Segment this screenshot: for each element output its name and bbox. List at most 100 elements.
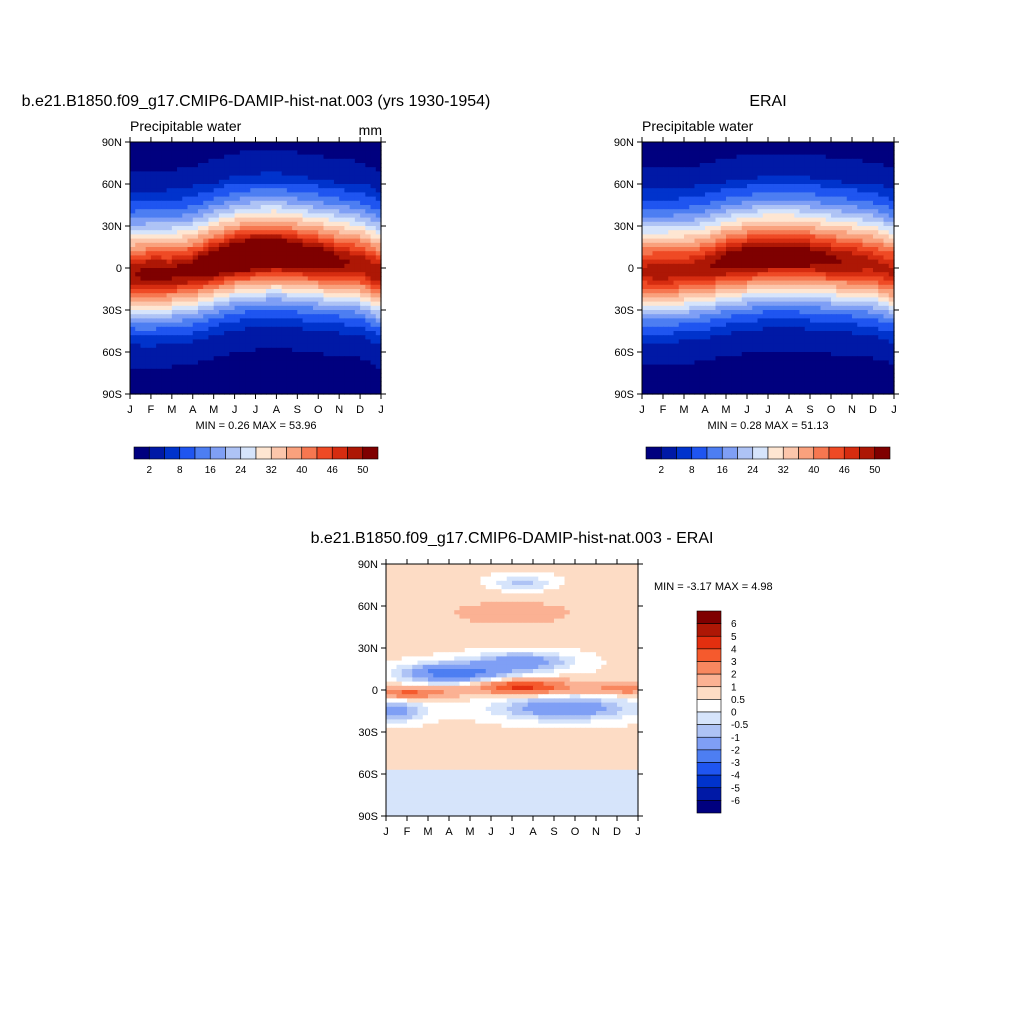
panel-model-cell [281, 360, 288, 366]
panel-erai-cell [799, 163, 806, 168]
panel-erai-cell [804, 200, 811, 206]
panel-model-cell [140, 230, 147, 235]
panel-erai-cell [663, 259, 669, 265]
panel-model-cell [135, 297, 142, 303]
panel-model-cell [140, 184, 147, 189]
panel-model-cell [192, 251, 199, 256]
panel-model-cell [130, 356, 136, 361]
panel-erai-cell [747, 268, 753, 273]
panel-erai-cell [762, 263, 769, 269]
panel-erai-cell [873, 247, 879, 252]
panel-model-cell [375, 209, 382, 214]
panel-model-cell [208, 305, 215, 311]
panel-model-cell [150, 213, 157, 219]
panel-erai-cell [762, 154, 769, 160]
panel-erai-cell [820, 171, 827, 177]
panel-model-cell [245, 364, 251, 370]
panel-erai-cell [883, 276, 890, 282]
panel-erai-cell [678, 284, 685, 290]
panel-model-cell [286, 385, 293, 391]
panel-model-cell [281, 205, 288, 210]
panel-model-cell [177, 192, 183, 198]
panel-erai-cell [852, 301, 858, 307]
panel-erai-cell [647, 247, 654, 252]
panel-model-cell [234, 242, 241, 248]
panel-model-cell [245, 247, 251, 252]
panel-model-cell [286, 217, 293, 223]
panel-erai-cell [836, 314, 843, 319]
panel-erai-cell [699, 230, 706, 235]
panel-erai-cell [789, 192, 795, 198]
panel-model-cell [145, 377, 152, 382]
panel-erai-cell [831, 284, 837, 290]
panel-model-cell [365, 242, 372, 248]
panel-model-cell [370, 377, 377, 382]
panel-erai-cell [652, 217, 659, 223]
panel-model-cell [166, 297, 173, 303]
panel-erai-cell [867, 301, 874, 307]
panel-model-cell [297, 377, 304, 382]
panel-erai-cell [715, 217, 722, 223]
panel-erai-cell [747, 289, 753, 294]
panel-model-cell [234, 360, 241, 366]
panel-model-cell [292, 221, 298, 227]
panel-model-cell [260, 305, 267, 311]
panel-model-cell [130, 192, 136, 198]
panel-model-cell [187, 360, 194, 366]
panel-model-colorbar-swatch [148, 446, 165, 460]
panel-erai-cell [852, 213, 858, 219]
panel-model-cell [171, 297, 178, 303]
panel-erai-cell [778, 163, 785, 168]
panel-erai-cell [752, 297, 759, 303]
panel-model-cell [171, 158, 178, 164]
panel-erai-cell [815, 314, 822, 319]
panel-erai-cell [736, 167, 743, 172]
panel-erai-cell [768, 293, 774, 298]
panel-model-cell [344, 142, 351, 147]
panel-erai-cell [731, 305, 738, 311]
panel-model-cell [213, 389, 220, 395]
panel-model-cell [297, 343, 304, 349]
panel-model-cell [349, 263, 356, 269]
panel-model-cell [328, 347, 335, 353]
panel-model-cell [265, 276, 272, 282]
panel-erai-cell [720, 171, 727, 177]
panel-model-cell [234, 230, 241, 235]
panel-erai-cell [647, 276, 654, 282]
panel-model-cell [156, 385, 162, 391]
panel-erai-cell [846, 242, 853, 248]
panel-model-cell [276, 242, 283, 248]
panel-model-cell [250, 192, 257, 198]
panel-erai-cell [794, 192, 801, 198]
panel-model-cell [145, 305, 152, 311]
panel-model-cell [245, 192, 251, 198]
panel-erai-cell [783, 242, 790, 248]
panel-model-cell [250, 234, 257, 240]
panel-model-cell [344, 234, 351, 240]
panel-model-cell [187, 192, 194, 198]
panel-model-cell [370, 289, 377, 294]
panel-erai-cell [699, 226, 706, 231]
panel-erai-cell [815, 163, 822, 168]
panel-erai-cell [715, 263, 722, 269]
panel-erai-cell [668, 158, 675, 164]
panel-model-cell [375, 368, 382, 374]
panel-erai-cell [657, 154, 664, 160]
panel-model-cell [349, 280, 356, 286]
panel-model-cell [192, 247, 199, 252]
panel-erai-cell [794, 284, 801, 290]
panel-model-cell [323, 255, 330, 261]
panel-model-cell [292, 205, 298, 210]
panel-erai-cell [720, 314, 727, 319]
panel-erai-cell [836, 158, 843, 164]
panel-model-cell [328, 263, 335, 269]
panel-model-cell [271, 293, 278, 298]
panel-model-cell [130, 347, 136, 353]
panel-erai-cell [736, 226, 743, 231]
panel-erai-cell [736, 192, 743, 198]
panel-model-cell [224, 389, 230, 395]
panel-model-cell [140, 356, 147, 361]
panel-model-cell [297, 326, 304, 332]
panel-model-cell [145, 310, 152, 315]
panel-model-cell [234, 280, 241, 286]
